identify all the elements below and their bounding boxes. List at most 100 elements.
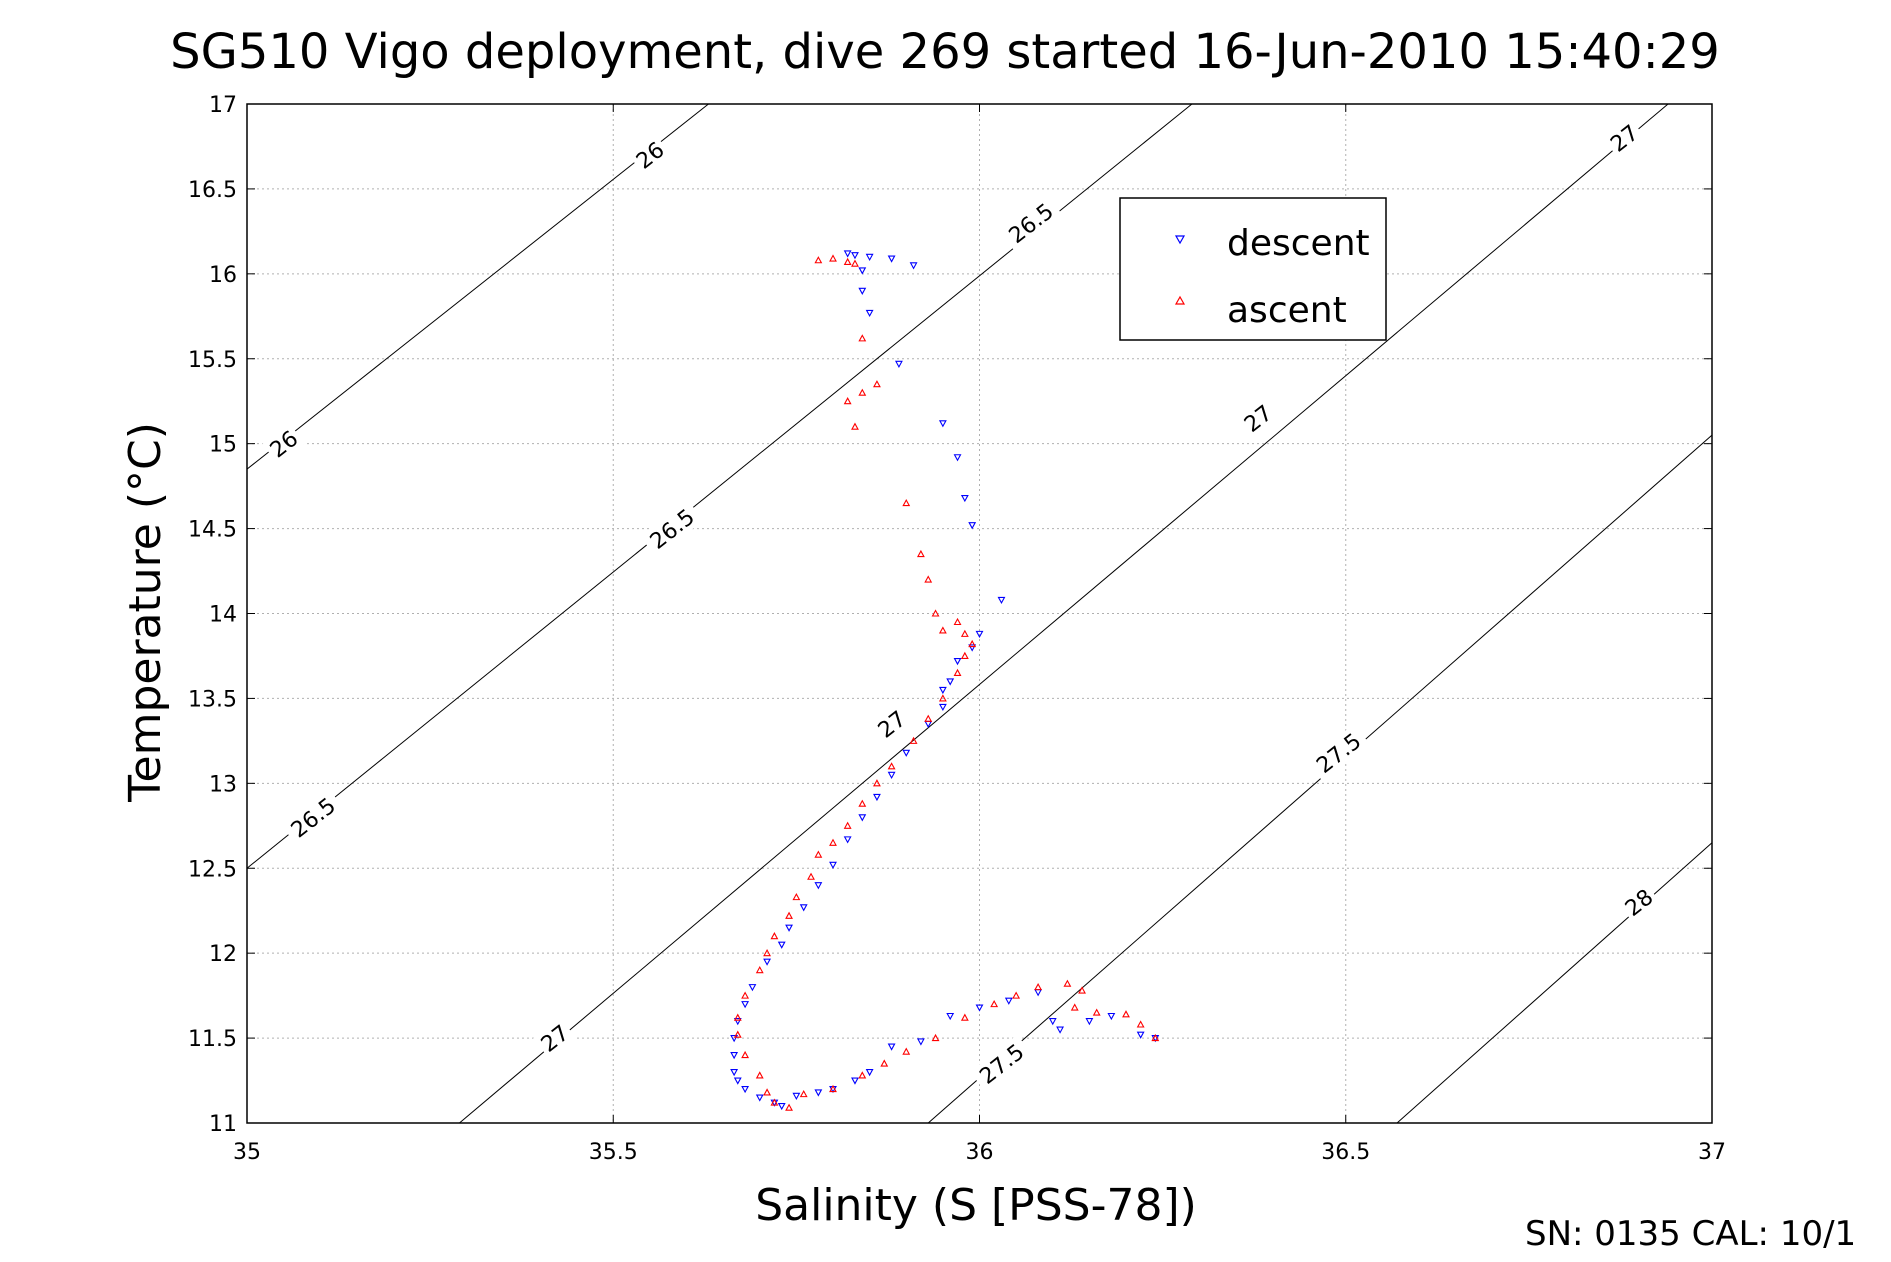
ascent-point	[938, 694, 947, 702]
ascent-point	[931, 1033, 940, 1042]
descent-point	[865, 309, 874, 318]
ascent-point	[1136, 1020, 1145, 1028]
ascent-point	[953, 617, 962, 626]
ascent-point	[858, 334, 867, 342]
descent-point	[851, 1077, 859, 1085]
descent-point	[887, 1043, 896, 1051]
y-tick-label: 16.5	[188, 178, 237, 203]
contour-label-bg	[281, 788, 345, 847]
ascent-point	[770, 1098, 779, 1106]
ascent-point	[909, 736, 918, 744]
descent-point	[799, 904, 808, 912]
descent-point	[777, 941, 786, 949]
descent-point	[792, 1092, 801, 1100]
contour-label-bg	[1306, 724, 1371, 782]
ascent-point	[1092, 1008, 1101, 1016]
y-tick-label: 15.5	[188, 348, 237, 373]
descent-point	[741, 1001, 750, 1009]
descent-point	[968, 644, 977, 652]
contour-label: 26	[266, 426, 303, 463]
contour-label-bg	[640, 499, 704, 558]
descent-point	[843, 250, 852, 258]
ascent-point	[755, 966, 764, 974]
descent-series	[730, 250, 1160, 1111]
ascent-point	[843, 257, 852, 265]
descent-point	[894, 360, 903, 368]
descent-point	[1136, 1031, 1145, 1039]
x-tick-label: 35.5	[589, 1140, 638, 1165]
descent-point	[730, 1069, 739, 1077]
ascent-point	[1070, 1003, 1079, 1011]
y-tick-label: 12.5	[188, 857, 237, 882]
ascent-point	[1012, 991, 1021, 999]
descent-point	[829, 861, 837, 870]
ascent-point	[755, 1071, 764, 1079]
ascent-point	[990, 999, 999, 1008]
ascent-point	[733, 1013, 742, 1021]
y-tick-label: 13.5	[188, 687, 237, 712]
legend-descent-label: descent	[1227, 223, 1370, 264]
x-tick-label: 36	[966, 1140, 994, 1165]
x-tick-label: 37	[1698, 1140, 1726, 1165]
descent-point	[851, 252, 859, 260]
descent-point	[953, 454, 962, 462]
descent-point	[858, 267, 867, 275]
descent-point	[968, 522, 977, 530]
legend-descent-marker	[1174, 235, 1186, 245]
descent-point	[814, 882, 823, 890]
ascent-point	[851, 259, 859, 267]
ascent-point	[829, 254, 837, 262]
y-tick-label: 11	[209, 1112, 237, 1137]
descent-point	[953, 658, 962, 666]
descent-point	[730, 1035, 739, 1043]
descent-point	[741, 1085, 750, 1094]
ascent-point	[887, 762, 896, 770]
x-tick-label: 35	[233, 1140, 261, 1165]
ascent-point	[858, 799, 867, 807]
legend-box	[1119, 197, 1387, 341]
grid-lines	[246, 103, 1713, 1124]
descent-point	[938, 686, 947, 695]
ascent-point	[902, 1047, 911, 1055]
descent-point	[1085, 1018, 1094, 1026]
ascent-point	[931, 609, 940, 617]
descent-point	[887, 771, 896, 779]
ascent-point	[814, 850, 823, 858]
ascent-point	[1078, 986, 1086, 994]
y-tick-label: 16	[209, 263, 237, 288]
ascent-point	[792, 892, 801, 901]
contour-label: 27	[1606, 121, 1643, 158]
calibration-footer: SN: 0135 CAL: 10/1	[1525, 1214, 1856, 1254]
ascent-point	[858, 1071, 867, 1079]
chart-title: SG510 Vigo deployment, dive 269 started …	[170, 24, 1720, 80]
contour-label-bg	[628, 134, 672, 176]
ascent-point	[843, 821, 852, 829]
descent-point	[733, 1077, 742, 1085]
descent-point	[887, 255, 896, 263]
ascent-point	[770, 932, 779, 940]
y-axis-label: Temperature (°C)	[120, 422, 171, 803]
descent-point	[763, 958, 772, 966]
ascent-point	[1151, 1033, 1160, 1042]
density-contour-line	[246, 103, 709, 470]
y-tick-label: 12	[209, 942, 237, 967]
contour-label: 27	[1240, 401, 1277, 438]
descent-point	[902, 749, 911, 757]
ascent-point	[1122, 1010, 1130, 1018]
ascent-point	[807, 872, 815, 880]
y-tick-label: 14.5	[188, 518, 237, 543]
x-tick-label: 36.5	[1321, 1140, 1370, 1165]
legend: descent ascent	[1119, 197, 1387, 341]
ascent-point	[924, 575, 933, 583]
ascent-point	[873, 380, 881, 388]
ascent-point	[902, 498, 911, 507]
ascent-point	[851, 422, 859, 430]
ascent-point	[873, 779, 881, 787]
y-tick-label: 15	[209, 433, 237, 458]
descent-point	[938, 703, 947, 712]
ascent-point	[785, 911, 793, 919]
contour-label-bg	[262, 422, 306, 465]
ascent-point	[960, 651, 969, 660]
legend-ascent-label: ascent	[1227, 290, 1347, 331]
y-tick-label: 13	[209, 772, 237, 797]
